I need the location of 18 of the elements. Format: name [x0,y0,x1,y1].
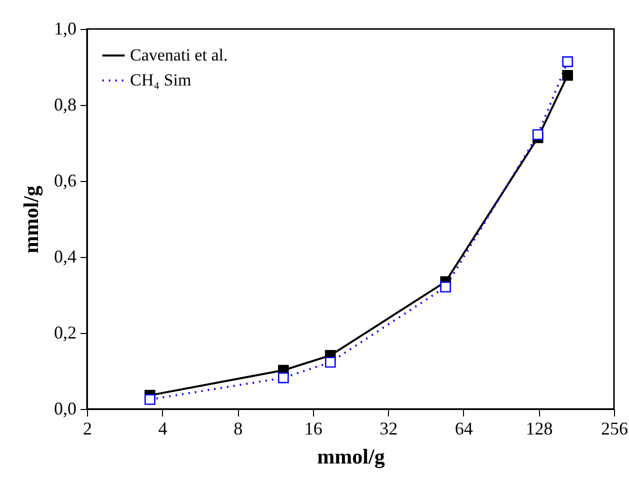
legend-label: Cavenati et al. [130,46,228,64]
legend-label: CH₄ Sim [130,70,192,90]
y-axis-title: mmol/g [19,185,43,254]
x-tick-label: 256 [601,418,628,438]
y-tick-label: 1,0 [54,18,76,38]
y-tick-label: 0,6 [54,170,76,190]
x-axis-title: mmol/g [317,444,386,468]
x-tick-label: 128 [526,418,553,438]
x-tick-label: 16 [304,418,322,438]
x-tick-label: 64 [454,418,473,438]
y-tick-label: 0,0 [54,398,76,418]
x-tick-label: 8 [234,418,243,438]
x-tick-label: 4 [158,418,168,438]
y-tick-label: 0,4 [54,246,76,266]
x-tick-label: 32 [380,418,398,438]
y-tick-label: 0,8 [54,94,76,114]
x-tick-label: 2 [83,418,92,438]
y-tick-label: 0,2 [54,322,76,342]
